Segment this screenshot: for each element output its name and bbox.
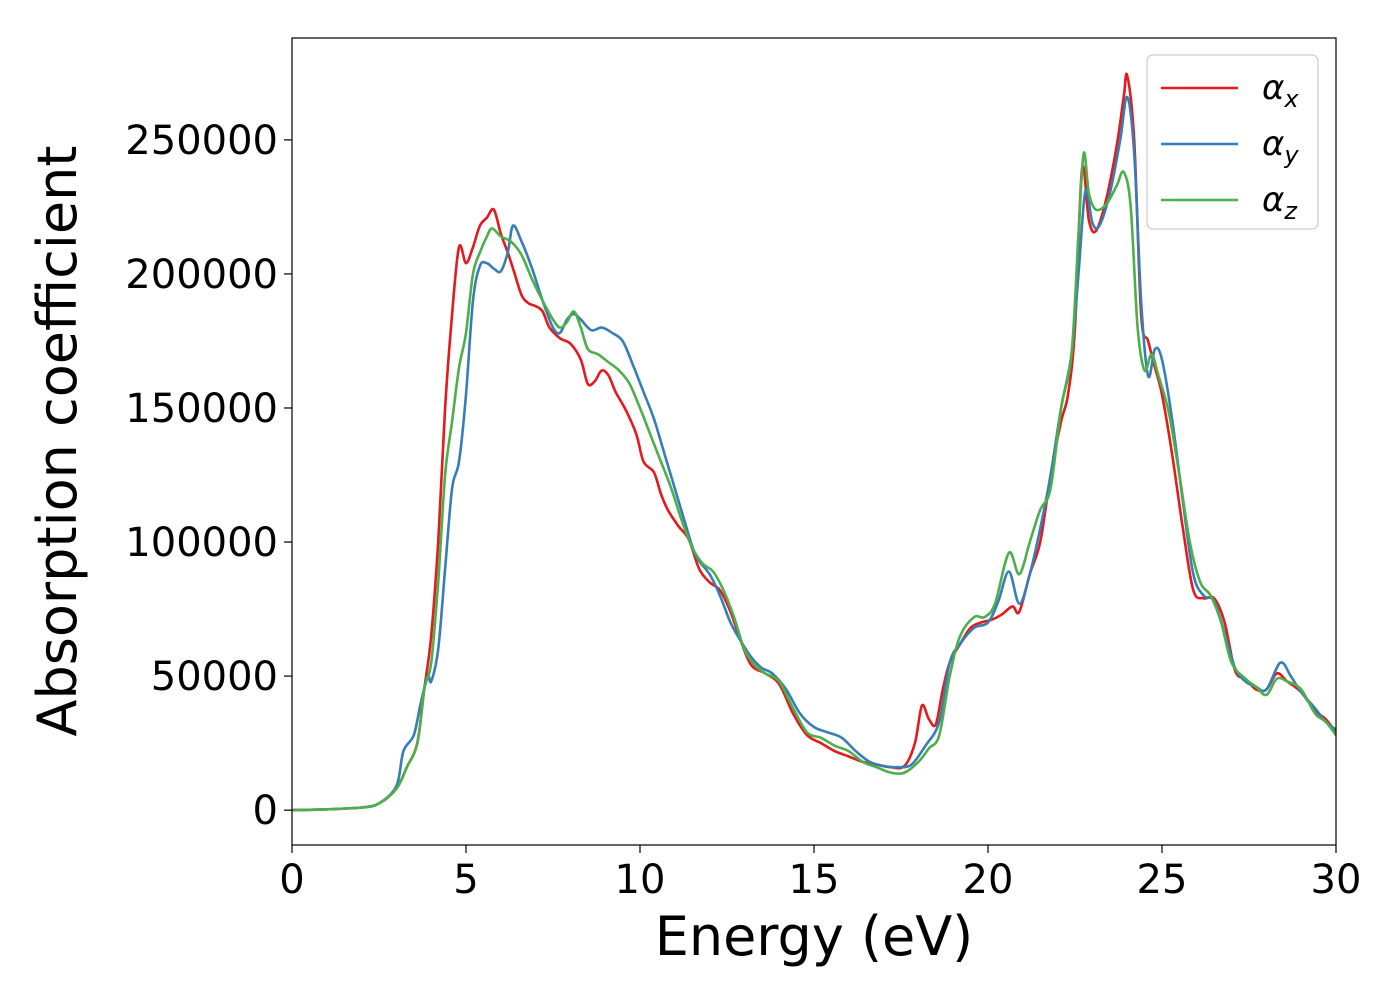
y-tick-label: 200000 [125,252,278,298]
y-tick-label: 100000 [125,520,278,566]
series-line-y [292,95,1336,812]
series-layer [292,72,1336,812]
series-line-z [292,151,1336,812]
x-tick-label: 10 [615,857,666,903]
y-axis-title: Absorption coefficient [26,146,89,737]
y-tick-label: 250000 [125,118,278,164]
x-tick-label: 5 [453,857,478,903]
x-tick-label: 15 [789,857,840,903]
y-tick-label: 150000 [125,386,278,432]
y-tick-label: 50000 [151,654,278,700]
y-tick-label: 0 [253,788,278,834]
x-tick-label: 0 [279,857,304,903]
x-axis-title: Energy (eV) [655,905,974,968]
x-tick-label: 20 [963,857,1014,903]
legend-box [1146,54,1319,230]
x-tick-label: 25 [1137,857,1188,903]
series-line-x [292,72,1336,812]
x-tick-label: 30 [1311,857,1362,903]
ticks-layer: 0 5 10 15 20 25 30 0 50000 100000 150000 200000 2500… [125,118,1361,903]
